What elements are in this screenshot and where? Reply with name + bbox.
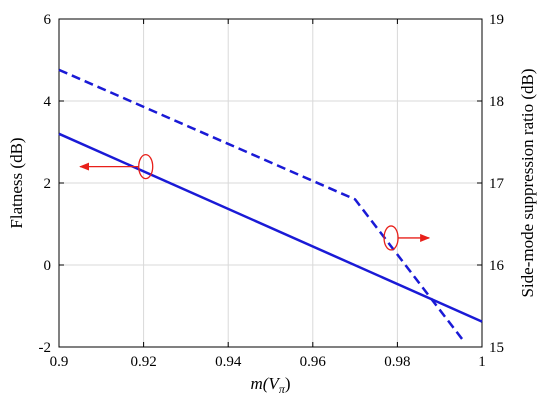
x-axis-label-sub: π (279, 382, 286, 396)
x-tick-label: 0.96 (300, 354, 327, 370)
x-tick-label: 0.92 (130, 354, 156, 370)
x-axis-label-close: ) (285, 374, 291, 393)
x-tick-label: 0.98 (384, 354, 410, 370)
y-right-tick-label: 15 (489, 340, 504, 356)
y-left-tick-label: 4 (44, 94, 52, 110)
y-axis-left-label: Flatness (dB) (7, 137, 26, 228)
series-layer (58, 68, 483, 344)
grid-layer (58, 18, 483, 348)
x-axis-label: m(Vπ) (250, 374, 290, 396)
y-left-tick-label: 0 (44, 258, 52, 274)
series-line-smsr-dashed (58, 68, 467, 344)
annotation-ellipse-left (138, 153, 154, 180)
y-left-tick-label: 2 (44, 176, 52, 192)
x-axis-label-main: m(V (250, 374, 281, 393)
y-right-tick-label: 19 (489, 12, 504, 28)
y-right-tick-label: 18 (489, 94, 504, 110)
y-right-tick-label: 17 (489, 176, 505, 192)
y-left-tick-label: 6 (44, 12, 52, 28)
series-line-flatness-solid (58, 132, 483, 323)
annotation-layer (79, 153, 431, 251)
y-left-tick-label: -2 (39, 340, 52, 356)
y-axis-right-label: Side-mode suppression ratio (dB) (518, 69, 537, 298)
x-tick-label: 1 (478, 354, 486, 370)
ticks-layer: 0.9 0.92 0.94 0.96 0.98 1 -2 0 2 4 6 15 16 17 18 19 (39, 12, 505, 370)
x-tick-label: 0.94 (215, 354, 242, 370)
y-right-tick-label: 16 (489, 258, 505, 274)
x-tick-label: 0.9 (50, 354, 69, 370)
